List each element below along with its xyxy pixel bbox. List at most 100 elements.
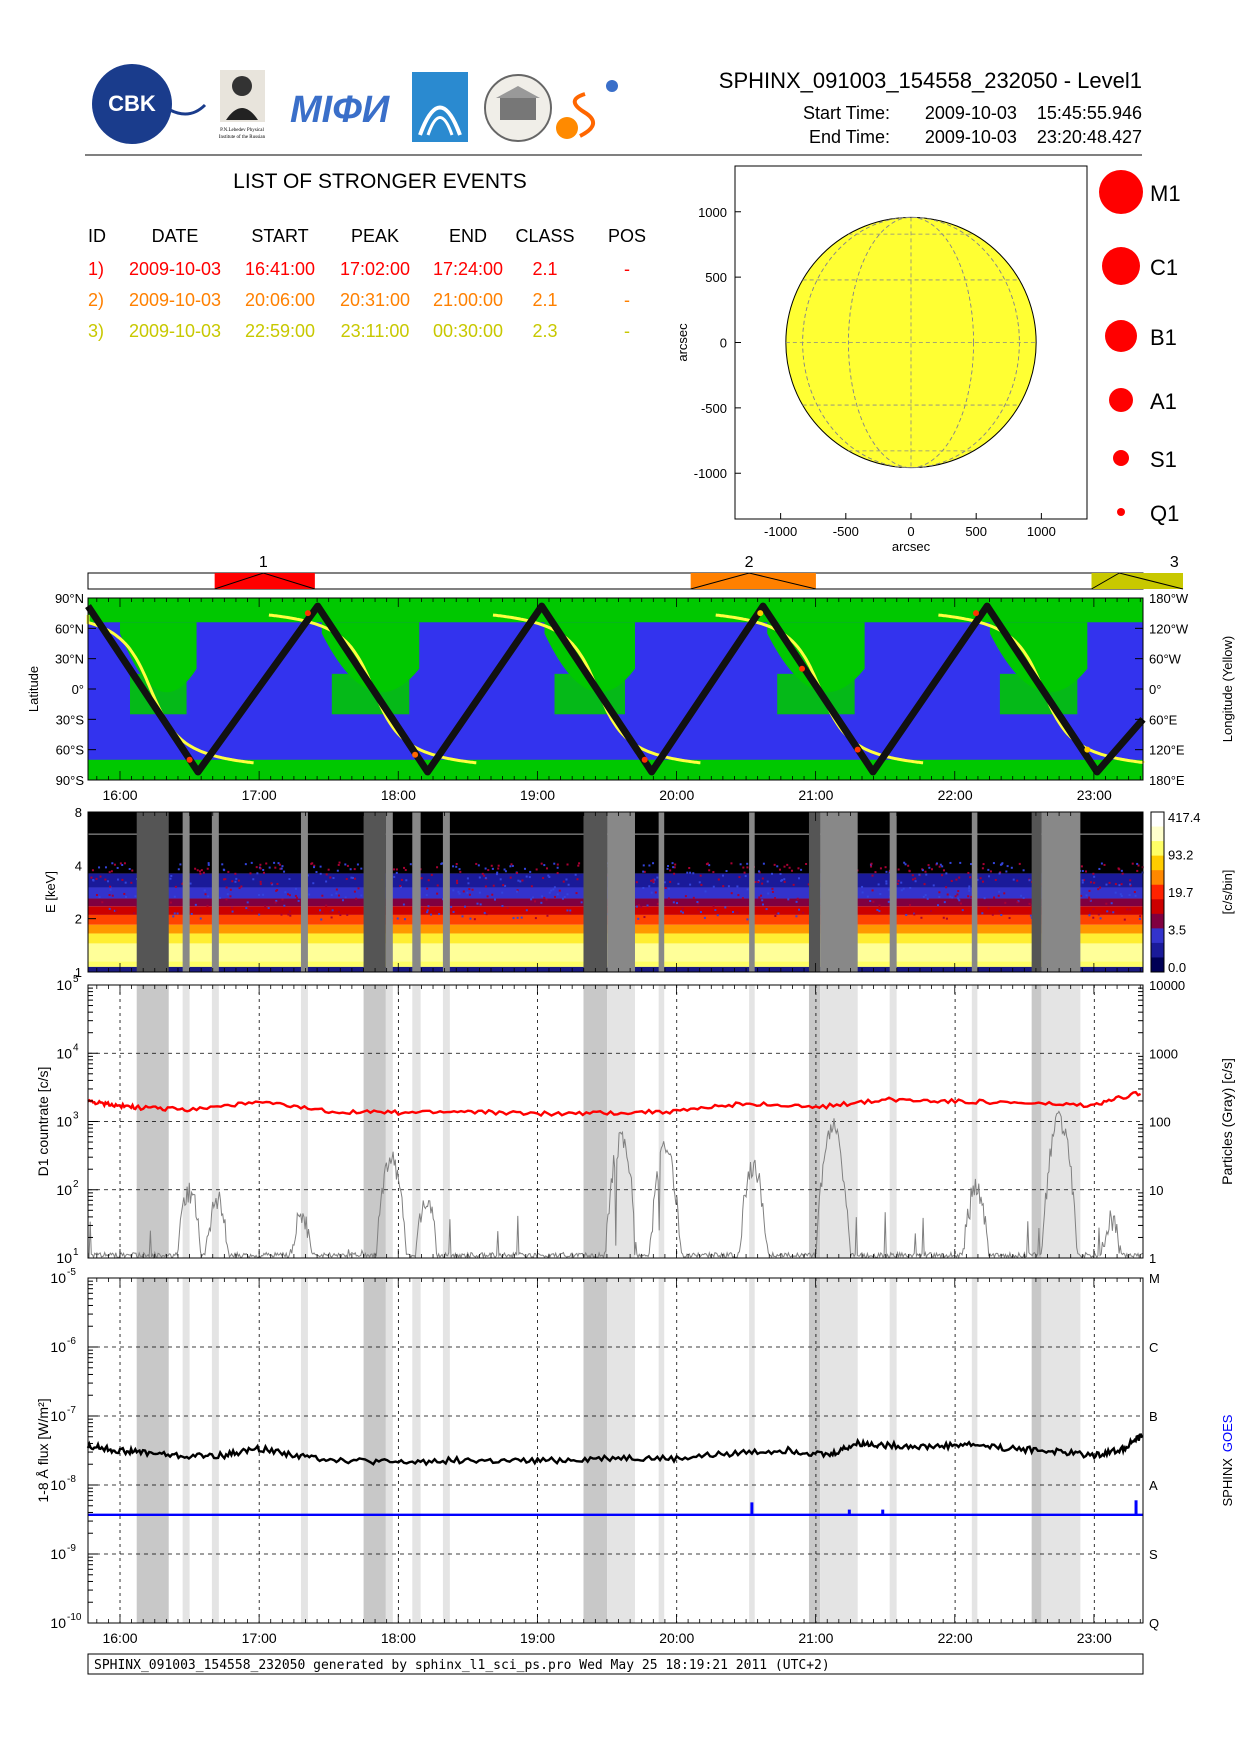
spectrum-speckle (635, 905, 638, 908)
sun-ytick-label: -1000 (694, 466, 727, 481)
spectrum-speckle (861, 891, 864, 894)
event-marker-label: 2 (745, 554, 754, 571)
spectrum-speckle (1120, 895, 1123, 898)
colorbar-segment (1151, 957, 1164, 973)
file-title: SPHINX_091003_154558_232050 - Level1 (719, 68, 1142, 93)
spectrum-speckle (321, 894, 324, 897)
spectrum-speckle (556, 863, 559, 866)
spectrum-speckle (998, 872, 1001, 875)
spectrum-speckle (134, 895, 137, 898)
spectrum-speckle (548, 876, 551, 879)
spectrum-speckle (393, 868, 396, 871)
orbit-ytick-label: 0° (72, 682, 84, 697)
orbit-y2tick-label: 120°E (1149, 743, 1185, 758)
colorbar-segment (1151, 942, 1164, 958)
spectrum-speckle (479, 903, 482, 906)
spectrum-speckle (762, 862, 765, 865)
spectrum-speckle (221, 863, 224, 866)
spectrum-gap (889, 812, 897, 972)
spectrum-speckle (959, 861, 962, 864)
spectrum-speckle (1120, 869, 1123, 872)
spectrum-speckle (356, 863, 359, 866)
d1-countrate-series (87, 1090, 1142, 1118)
spectrum-speckle (176, 912, 179, 915)
spectrum-speckle (399, 884, 402, 887)
spectrum-speckle (528, 876, 531, 879)
spectrum-speckle (92, 879, 95, 882)
spectrum-speckle (231, 880, 234, 883)
orbit-hotspot (854, 746, 861, 753)
time-label: 23:00 (1077, 1630, 1112, 1646)
spectrum-speckle (642, 870, 645, 873)
spectrum-speckle (929, 909, 932, 912)
col-start: START (251, 226, 308, 246)
spectrum-speckle (104, 878, 107, 881)
spectrum-speckle (760, 894, 763, 897)
start-time-label: Start Time: (803, 103, 890, 123)
spectrum-speckle (258, 893, 261, 896)
spectrum-speckle (338, 894, 341, 897)
spectrum-speckle (941, 874, 944, 877)
spectrum-speckle (698, 881, 701, 884)
colorbar-tick-label: 0.0 (1168, 960, 1186, 975)
spectrum-speckle (907, 864, 910, 867)
spectrum-gap (820, 812, 858, 972)
spectrum-speckle (938, 891, 941, 894)
spectrum-speckle (1081, 881, 1084, 884)
spectrum-speckle (773, 863, 776, 866)
spectrum-speckle (667, 897, 670, 900)
spectrum-speckle (797, 877, 800, 880)
spectrum-speckle (276, 882, 279, 885)
spectrum-speckle (281, 898, 284, 901)
spectrum-speckle (949, 861, 952, 864)
spectrum-speckle (704, 890, 707, 893)
event-bar-peak (1091, 572, 1184, 590)
spectrum-speckle (722, 885, 725, 888)
event-class: 2.3 (532, 321, 557, 341)
event-start: 20:06:00 (245, 290, 315, 310)
event-row-3: 3) 2009-10-03 22:59:00 23:11:00 00:30:00 2.3 - (88, 321, 630, 341)
spectrum-speckle (968, 887, 971, 890)
data-gap-dark (1031, 985, 1042, 1258)
spectrum-speckle (104, 866, 107, 869)
spectrum-speckle (961, 909, 964, 912)
spectrum-speckle (124, 895, 127, 898)
orbit-ytick-label: 60°S (56, 743, 85, 758)
spectrum-speckle (553, 895, 556, 898)
spectrum-speckle (935, 862, 938, 865)
spectrum-speckle (350, 876, 353, 879)
colorbar-frame (1150, 811, 1165, 973)
spectrum-speckle (238, 887, 241, 890)
flux-frame (87, 1277, 1144, 1624)
spectrum-speckle (169, 901, 172, 904)
spectrum-speckle (795, 900, 798, 903)
spectrum-speckle (909, 887, 912, 890)
spectrum-speckle (226, 893, 229, 896)
spectrum-speckle (650, 891, 653, 894)
spectrum-speckle (640, 906, 643, 909)
data-gap-light (211, 985, 219, 1258)
spectrum-speckle (121, 864, 124, 867)
spectrum-speckle (530, 885, 533, 888)
spectrum-speckle (871, 874, 874, 877)
spectrum-speckle (247, 908, 250, 911)
cbk-logo: CBK (92, 64, 207, 144)
spectrum-speckle (1004, 901, 1007, 904)
spectrum-speckle (896, 882, 899, 885)
spectrum-speckle (483, 911, 486, 914)
spectrum-speckle (403, 866, 406, 869)
spectrum-speckle (339, 914, 342, 917)
spectrum-speckle (914, 880, 917, 883)
time-label: 20:00 (659, 787, 694, 803)
spectrum-speckle (327, 868, 330, 871)
spectrum-speckle (259, 867, 262, 870)
spectrum-frame (87, 811, 1144, 973)
spectrum-speckle (341, 899, 344, 902)
spectrum-speckle (530, 898, 533, 901)
spectrum-speckle (983, 897, 986, 900)
spectrum-speckle (1118, 868, 1121, 871)
spectrum-speckle (344, 863, 347, 866)
orbit-hotspot (412, 751, 419, 758)
spectrum-speckle (997, 894, 1000, 897)
spectrum-speckle (456, 879, 459, 882)
